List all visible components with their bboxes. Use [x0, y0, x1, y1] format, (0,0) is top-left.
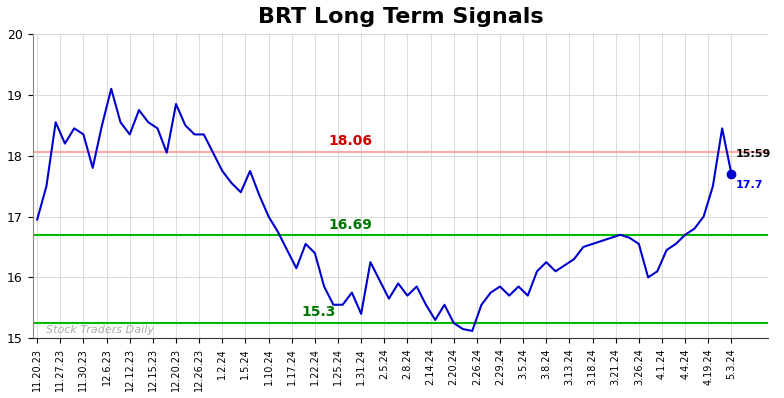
Title: BRT Long Term Signals: BRT Long Term Signals [258, 7, 543, 27]
Text: 15:59: 15:59 [736, 149, 771, 159]
Text: 18.06: 18.06 [328, 135, 372, 148]
Text: Stock Traders Daily: Stock Traders Daily [46, 324, 154, 335]
Text: 17.7: 17.7 [736, 180, 764, 190]
Text: 15.3: 15.3 [301, 305, 336, 319]
Text: 16.69: 16.69 [328, 218, 372, 232]
